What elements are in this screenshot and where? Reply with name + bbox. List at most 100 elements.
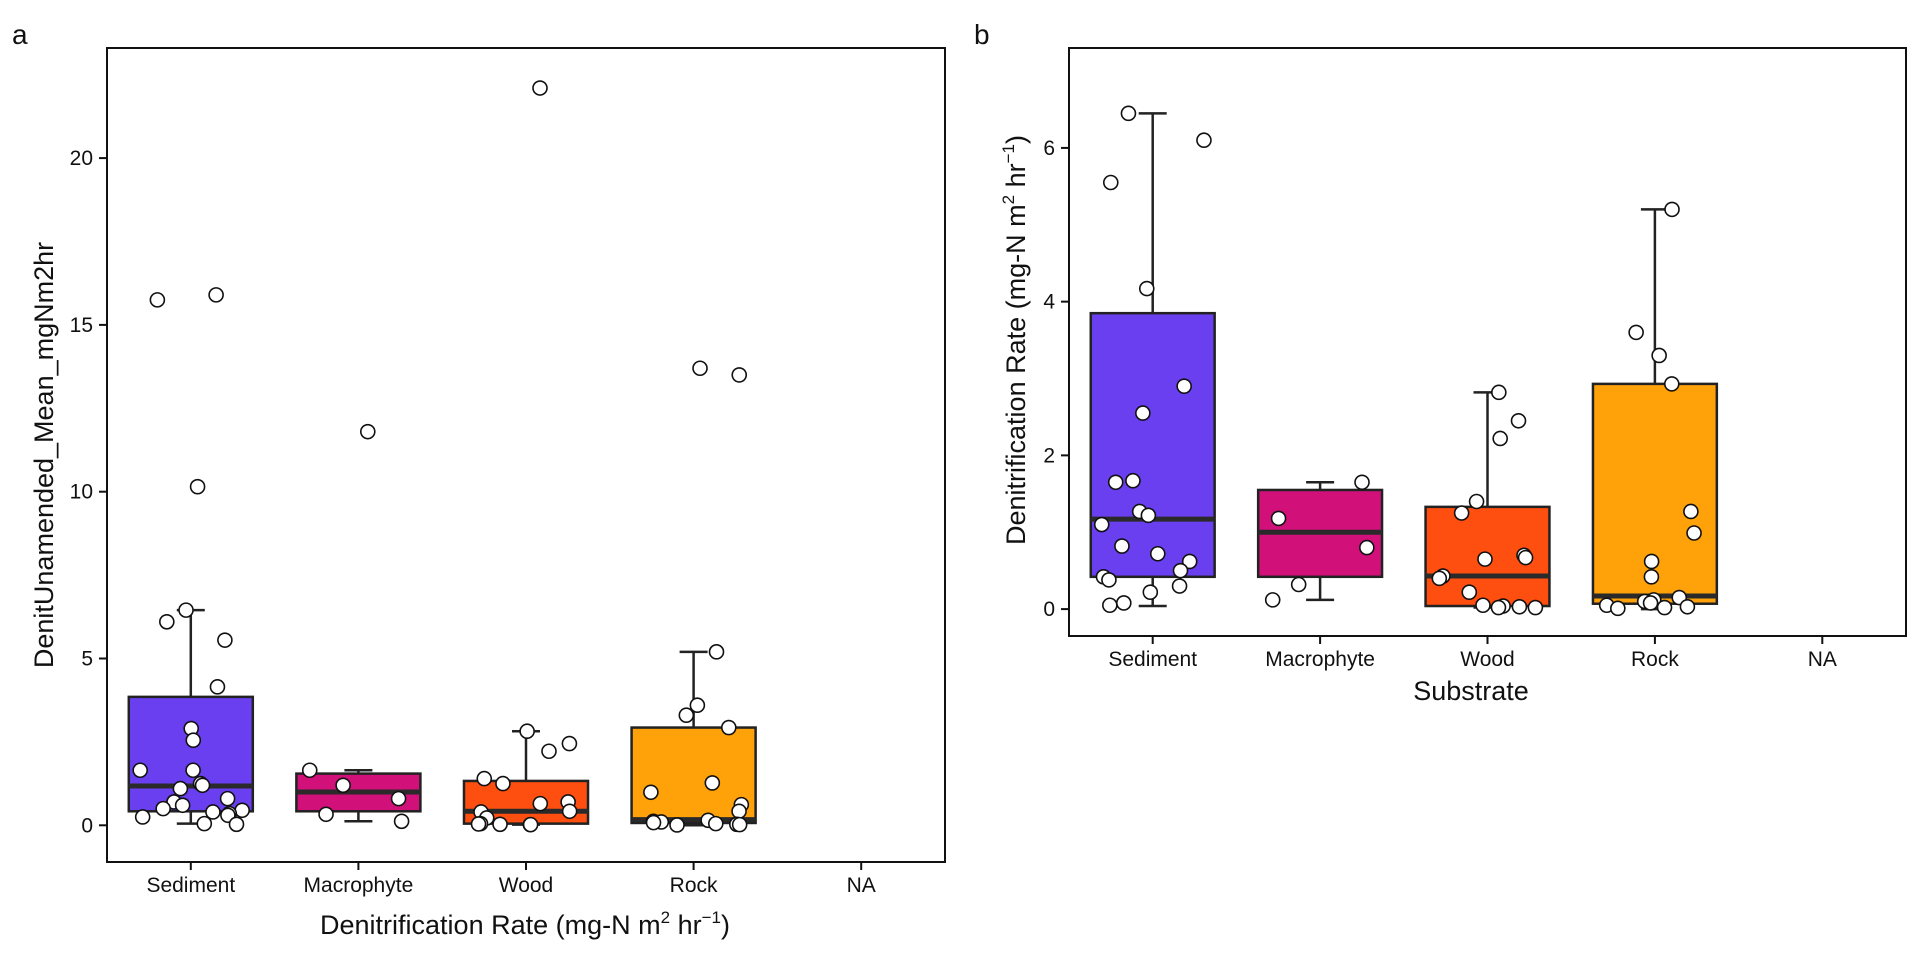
panel-a-wood-point — [492, 816, 508, 833]
panel-b-macrophyte-point — [1264, 592, 1281, 608]
panel-a-wood-point — [522, 816, 539, 833]
panel-a-rock-point — [669, 817, 685, 833]
panel-b-sediment-point — [1102, 174, 1119, 191]
panel-b-rock-point — [1643, 569, 1660, 585]
panel-a-sediment-point — [189, 478, 206, 495]
panel-a-x-title-sup2: −1 — [702, 908, 721, 927]
panel-b-y-tick-label: 0 — [1043, 598, 1055, 621]
panel-b-sediment-point — [1114, 538, 1130, 554]
panel-b-y-title-part3: ) — [1001, 135, 1031, 144]
panel-b-sediment-point — [1115, 595, 1132, 611]
panel-a-sediment-point — [217, 632, 233, 648]
panel-a-sediment-point — [228, 816, 245, 833]
panel-b-macrophyte-point — [1354, 474, 1370, 491]
panel-b-rock-point — [1642, 595, 1659, 611]
panel-a-label: a — [12, 19, 28, 50]
panel-b-sediment-point — [1171, 578, 1188, 594]
panel-a-rock-point — [720, 719, 737, 736]
panel-b-y-title-sup2: −1 — [999, 144, 1018, 163]
panel-b-y-tick-label: 2 — [1043, 444, 1055, 467]
panel-a-sediment-point — [178, 602, 194, 618]
panel-a-sediment-point — [219, 790, 236, 807]
panel-a-wood-point — [561, 735, 578, 752]
panel-b-y-title-part2: hr — [1001, 163, 1031, 195]
panel-a-sediment-point — [174, 797, 191, 814]
panel-b-macrophyte-point — [1270, 510, 1287, 527]
panel-b-wood-point — [1527, 599, 1544, 616]
panel-a-sediment-point — [155, 800, 171, 817]
panel-a-x-tick-label: Macrophyte — [304, 874, 414, 897]
panel-b-wood-point — [1517, 549, 1534, 566]
panel-a-x-tick-label: NA — [847, 874, 876, 897]
panel-a-y-tick-label: 20 — [70, 147, 93, 170]
panel-a-x-title-part3: ) — [721, 910, 730, 940]
panel-a-macrophyte-point — [393, 813, 410, 830]
panel-a-rock-point — [731, 367, 748, 383]
panel-b-sediment-point — [1149, 545, 1166, 562]
panel-a-sediment-point — [208, 287, 224, 303]
panel-a-wood-point — [541, 743, 557, 760]
panel-b-x-tick-label: NA — [1808, 648, 1837, 671]
panel-a-rock-point — [731, 803, 747, 820]
panel-a-y-axis-title: DenitUnamended_Mean_mgNm2hr — [29, 242, 59, 668]
panel-a-wood-point — [532, 80, 548, 96]
panel-a-sediment-point — [185, 762, 201, 779]
panel-b-rock-point — [1610, 600, 1626, 617]
panel-b-wood-point — [1490, 599, 1507, 616]
panel-b-plot: 0 2 4 6 Sediment Macrophyte Wood Rock NA — [1043, 47, 1907, 671]
panel-a-wood-point — [470, 816, 487, 832]
panel-a-wood-point — [561, 803, 578, 820]
panel-b-wood-point — [1461, 584, 1478, 600]
panel-b-sediment-point — [1140, 507, 1157, 524]
panel-a-rock-point — [707, 815, 724, 832]
panel-a-x-tick-label: Sediment — [146, 874, 235, 897]
panel-b-wood-point — [1510, 412, 1527, 429]
panel-a-macrophyte-point — [301, 762, 318, 779]
panel-b-sediment-point — [1176, 378, 1192, 394]
panel-b-y-axis-title: Denitrification Rate (mg-N m2 hr−1) — [999, 135, 1031, 545]
panel-b-sediment-point — [1142, 584, 1159, 600]
panel-b-sediment-point — [1102, 597, 1118, 614]
panel-a-x-axis-title: Denitrification Rate (mg-N m2 hr−1) — [320, 908, 730, 940]
panel-b-x-tick-label: Wood — [1460, 648, 1514, 671]
panel-b-sediment-box — [1089, 311, 1216, 579]
panel-a-macrophyte-point — [390, 790, 407, 807]
panel-a-sediment-point — [209, 679, 226, 695]
panel-b-x-axis-title: Substrate — [1413, 676, 1529, 706]
panel-b-rock-point — [1663, 376, 1680, 392]
panel-b-y-tick-label: 6 — [1043, 137, 1055, 160]
panel-a-sediment-point — [194, 777, 211, 794]
panel-a-x-title-part2: hr — [670, 910, 702, 940]
panel-b-x-tick-label: Rock — [1631, 648, 1679, 671]
panel-b-rock-point — [1686, 525, 1702, 541]
panel-a-sediment-point — [205, 804, 221, 820]
panel-a-sediment-point — [159, 614, 175, 630]
panel-a-sediment-point — [134, 809, 151, 825]
panel-a-x-tick-label: Wood — [499, 874, 553, 897]
panel-b-rock-point — [1651, 347, 1667, 364]
panel-b-sediment-point — [1172, 562, 1189, 579]
panel-a-sediment-point — [196, 815, 213, 832]
panel-a-rock-point — [678, 707, 695, 724]
panel-a-y-tick-label: 15 — [70, 314, 93, 337]
panel-b-sediment-point — [1138, 280, 1155, 297]
panel-a-rock-point — [645, 814, 662, 831]
panel-b-wood-point — [1492, 430, 1508, 447]
panel-b-wood-point — [1477, 551, 1493, 567]
panel-a-x-tick-label: Rock — [670, 874, 718, 897]
panel-a-sediment-point — [185, 732, 202, 749]
panel-b-rock-point — [1679, 598, 1696, 615]
panel-a-y-tick-label: 0 — [81, 814, 93, 837]
panel-a-sediment-point — [234, 802, 250, 819]
panel-b-wood-point — [1431, 570, 1448, 587]
panel-a-sediment-point — [172, 780, 189, 797]
panel-b-sediment-point — [1181, 553, 1198, 570]
panel-a-wood-point — [476, 770, 493, 787]
panel-a-rock-point — [692, 360, 708, 377]
panel-a-sediment-box — [127, 695, 255, 813]
panel-a-rock-point — [708, 644, 725, 660]
panel-a-macrophyte-point — [359, 423, 376, 440]
panel-a-rock-point — [704, 775, 721, 791]
panel-b-rock-point — [1643, 553, 1660, 570]
